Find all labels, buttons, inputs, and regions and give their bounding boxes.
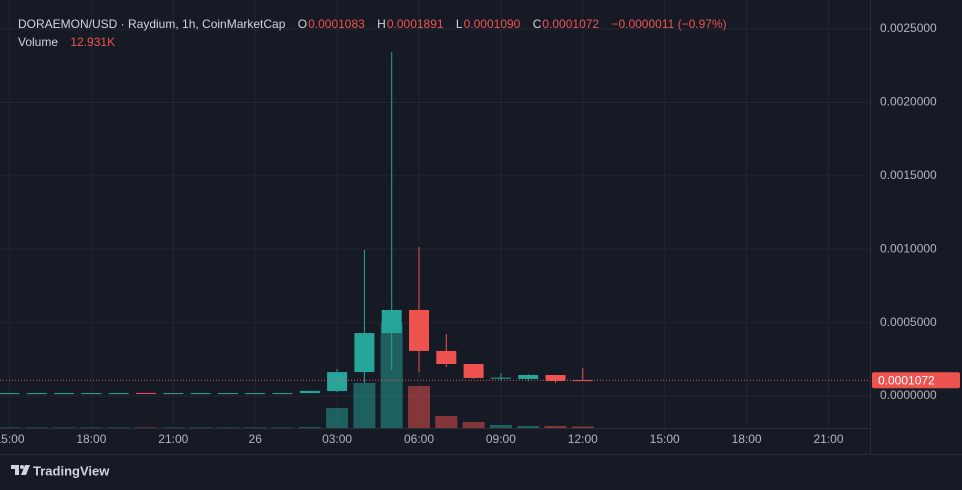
volume-bar (135, 427, 157, 428)
x-tick-label: 18:00 (732, 432, 762, 446)
y-tick-label: 0.0025000 (880, 21, 937, 35)
candle-body (245, 393, 266, 395)
candle-body (327, 372, 348, 392)
volume-bar (162, 427, 185, 428)
x-tick-label: 15:00 (650, 432, 680, 446)
logo-mark (21, 465, 30, 475)
ohlc-value: 0.0001090 (463, 17, 521, 31)
volume-bar (489, 424, 512, 428)
volume-bar (326, 408, 349, 428)
x-tick-label: 03:00 (322, 432, 352, 446)
volume-bar (189, 427, 212, 428)
y-tick-label: 0.0000000 (880, 388, 937, 402)
volume-bar (80, 427, 103, 428)
candle-body (81, 393, 102, 395)
candle-body (190, 393, 211, 395)
volume-value: 12.931K (70, 35, 116, 49)
volume-bar (244, 427, 267, 428)
volume-bar (25, 427, 48, 428)
volume-bar (298, 427, 321, 428)
candle-body (436, 350, 457, 365)
volume-bar (0, 427, 21, 428)
volume-bar (408, 386, 430, 428)
volume-bar (107, 427, 130, 428)
ohlc-value: 0.0001083 (308, 17, 365, 31)
x-tick-label: 21:00 (813, 432, 843, 446)
y-tick-label: 0.0010000 (880, 241, 937, 255)
y-tick-label: 0.0020000 (880, 95, 937, 109)
x-tick-label: 12:00 (568, 432, 598, 446)
logo-mark (11, 465, 19, 475)
tv-logo[interactable] (11, 465, 30, 475)
candle-body (518, 375, 539, 379)
candle-body (299, 390, 320, 394)
candle-body (272, 393, 293, 395)
ohlc-label: O (297, 17, 308, 31)
ohlc-label: C (532, 17, 542, 31)
volume-bar (517, 426, 540, 428)
legend-row: DORAEMON/USD · Raydium, 1h, CoinMarketCa… (18, 17, 728, 31)
candle-body (381, 309, 402, 334)
volume-bar (53, 427, 76, 428)
volume-bar (216, 427, 239, 428)
ohlc-value: 0.0001891 (386, 17, 444, 31)
x-tick-label: 26 (249, 432, 263, 446)
last-price-label: 0.0001072 (878, 373, 935, 387)
volume-bar (353, 382, 376, 428)
candle-body (463, 364, 484, 378)
volume-label: Volume (18, 35, 59, 49)
ohlc-label: L (455, 17, 463, 31)
candle-body (136, 392, 156, 394)
volume-bar (462, 422, 485, 428)
candle-body (163, 393, 184, 395)
volume-row: Volume 12.931K (18, 35, 116, 49)
volume-bar (571, 426, 594, 428)
x-tick-label: 21:00 (158, 432, 188, 446)
candle-body (26, 393, 47, 395)
candle-body (354, 333, 375, 373)
x-tick-label: 06:00 (404, 432, 434, 446)
candle-body (217, 393, 238, 395)
symbol: DORAEMON/USD · Raydium, 1h, CoinMarketCa… (18, 17, 286, 31)
candle-body (490, 377, 511, 379)
x-tick-label: 09:00 (486, 432, 516, 446)
ohlc-value: 0.0001072 (542, 17, 600, 31)
candle-body (0, 393, 20, 395)
candle-body (409, 309, 429, 351)
volume-bar (544, 426, 567, 428)
logo-mark (20, 465, 24, 469)
volume-bar (435, 415, 458, 428)
candle-body (108, 393, 129, 395)
plot (0, 0, 870, 428)
candle-body (545, 375, 566, 382)
y-tick-label: 0.0015000 (880, 168, 937, 182)
brand[interactable]: TradingView (33, 463, 110, 478)
y-tick-label: 0.0005000 (880, 315, 937, 329)
volume-bar (271, 427, 294, 428)
last-price-tag (872, 372, 960, 389)
x-tick-label: 18:00 (76, 432, 106, 446)
change: −0.0000011 (−0.97%) (611, 17, 727, 31)
candle-body (54, 393, 75, 395)
volume-bar (380, 323, 403, 428)
x-tick-label: 15:00 (0, 432, 25, 446)
ohlc-label: H (377, 17, 386, 31)
